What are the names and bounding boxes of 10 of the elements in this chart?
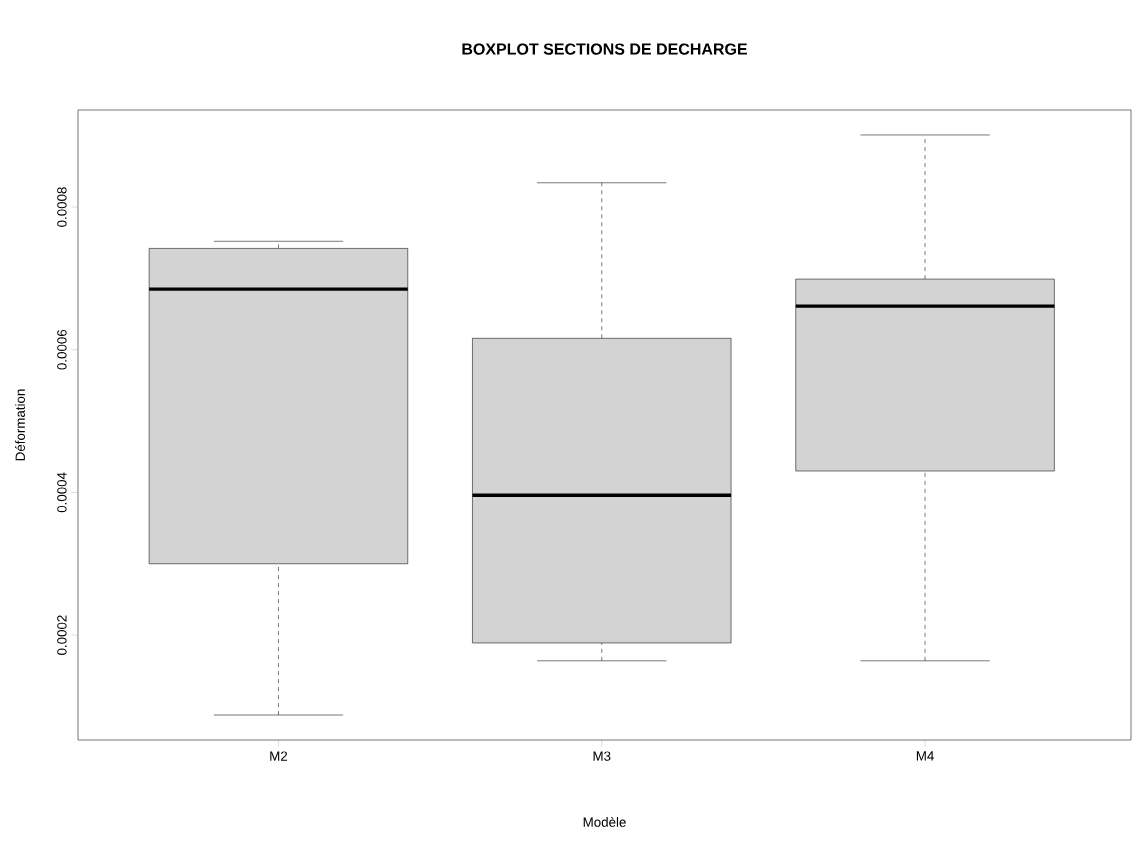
chart-title: BOXPLOT SECTIONS DE DECHARGE — [462, 43, 747, 55]
x-tick-label: M4 — [916, 751, 934, 761]
y-tick-label: 0.0002 — [57, 615, 67, 655]
y-axis-title: Déformation — [15, 389, 25, 461]
x-axis-title: Modèle — [583, 816, 626, 827]
y-tick-label: 0.0006 — [57, 329, 67, 370]
x-tick-label: M2 — [270, 751, 288, 761]
x-tick-label: M3 — [593, 751, 611, 761]
y-tick-label: 0.0008 — [57, 187, 67, 227]
y-tick-label: 0.0004 — [57, 472, 67, 513]
